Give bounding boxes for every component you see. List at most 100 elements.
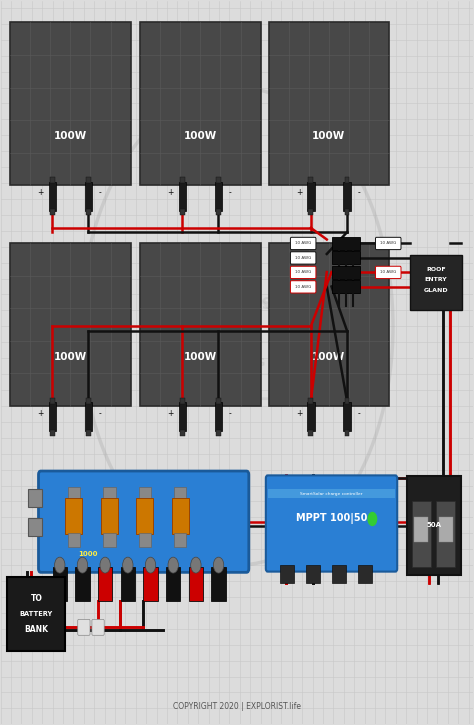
Bar <box>345 177 349 183</box>
Text: 10 AWG: 10 AWG <box>380 270 396 274</box>
Bar <box>345 398 349 404</box>
Bar <box>68 533 80 547</box>
Bar <box>307 402 315 431</box>
Bar <box>180 177 185 183</box>
Bar <box>50 209 55 215</box>
Text: -: - <box>99 188 101 197</box>
Text: 10 AWG: 10 AWG <box>380 241 396 245</box>
Bar <box>345 430 349 436</box>
Bar <box>180 398 185 404</box>
Text: GLAND: GLAND <box>423 288 448 293</box>
Bar <box>75 566 90 601</box>
Circle shape <box>100 557 110 573</box>
Text: 100W: 100W <box>54 352 87 362</box>
Bar <box>137 498 154 534</box>
Text: BATTERY: BATTERY <box>20 611 53 617</box>
Text: 10 AWG: 10 AWG <box>295 284 311 289</box>
Text: 100W: 100W <box>312 131 346 141</box>
Bar <box>53 566 67 601</box>
Bar <box>306 565 319 583</box>
Bar <box>27 489 42 508</box>
Bar <box>103 487 116 500</box>
Text: 1000: 1000 <box>79 551 98 558</box>
Bar <box>144 566 157 601</box>
Bar <box>439 517 453 542</box>
Text: -: - <box>229 188 232 197</box>
Text: BANK: BANK <box>24 624 48 634</box>
Bar <box>101 498 118 534</box>
Text: 100W: 100W <box>54 131 87 141</box>
Bar <box>27 518 42 536</box>
Bar <box>174 487 186 500</box>
Text: 10 AWG: 10 AWG <box>295 270 311 274</box>
Bar <box>48 402 56 431</box>
Bar <box>50 398 55 404</box>
FancyBboxPatch shape <box>291 252 316 264</box>
Bar <box>172 498 189 534</box>
Bar <box>215 402 222 431</box>
Text: +: + <box>296 188 302 197</box>
Bar <box>10 22 131 185</box>
Bar <box>139 487 151 500</box>
Bar <box>331 565 346 583</box>
Bar <box>50 430 55 436</box>
Bar <box>412 502 431 566</box>
Circle shape <box>213 557 224 573</box>
Bar <box>140 243 261 406</box>
Bar <box>48 181 56 210</box>
Bar <box>86 209 91 215</box>
Bar <box>216 398 221 404</box>
Bar <box>166 566 180 601</box>
Text: -: - <box>357 409 360 418</box>
Bar <box>309 398 313 404</box>
Bar <box>85 402 92 431</box>
Text: COPYRIGHT 2020 | EXPLORIST.life: COPYRIGHT 2020 | EXPLORIST.life <box>173 703 301 711</box>
FancyBboxPatch shape <box>407 476 461 574</box>
Text: ENTRY: ENTRY <box>424 277 447 282</box>
Text: TO: TO <box>30 594 42 603</box>
Circle shape <box>146 557 156 573</box>
Bar <box>268 489 395 498</box>
Bar <box>121 566 135 601</box>
FancyBboxPatch shape <box>375 266 401 278</box>
Text: -: - <box>357 188 360 197</box>
FancyBboxPatch shape <box>291 281 316 293</box>
FancyBboxPatch shape <box>92 619 104 635</box>
Bar <box>331 236 360 249</box>
Bar <box>86 430 91 436</box>
Bar <box>269 22 389 185</box>
Text: SmartSolar charge controller: SmartSolar charge controller <box>300 492 363 496</box>
Bar <box>179 181 186 210</box>
Text: +: + <box>37 188 44 197</box>
Bar <box>280 565 294 583</box>
Text: 10 AWG: 10 AWG <box>295 241 311 245</box>
Text: 100W: 100W <box>184 352 217 362</box>
Bar <box>331 280 360 293</box>
Text: EXPLORIST: EXPLORIST <box>190 297 284 312</box>
Bar <box>331 265 360 278</box>
Text: 100W: 100W <box>184 131 217 141</box>
Bar <box>216 430 221 436</box>
Bar <box>343 181 351 210</box>
Bar <box>414 517 428 542</box>
Bar <box>189 566 203 601</box>
FancyBboxPatch shape <box>291 266 316 278</box>
Bar <box>309 209 313 215</box>
Text: MPPT 100|50: MPPT 100|50 <box>296 513 367 524</box>
Bar <box>269 243 389 406</box>
Text: +: + <box>296 409 302 418</box>
Bar <box>211 566 226 601</box>
FancyBboxPatch shape <box>410 255 462 310</box>
Text: +: + <box>167 188 173 197</box>
Bar <box>10 243 131 406</box>
Bar <box>216 209 221 215</box>
Bar <box>86 398 91 404</box>
Text: -: - <box>99 409 101 418</box>
Bar <box>331 251 360 264</box>
Bar <box>68 487 80 500</box>
FancyBboxPatch shape <box>7 576 65 651</box>
Bar <box>343 402 351 431</box>
FancyBboxPatch shape <box>78 619 90 635</box>
Bar <box>309 177 313 183</box>
Bar <box>140 22 261 185</box>
